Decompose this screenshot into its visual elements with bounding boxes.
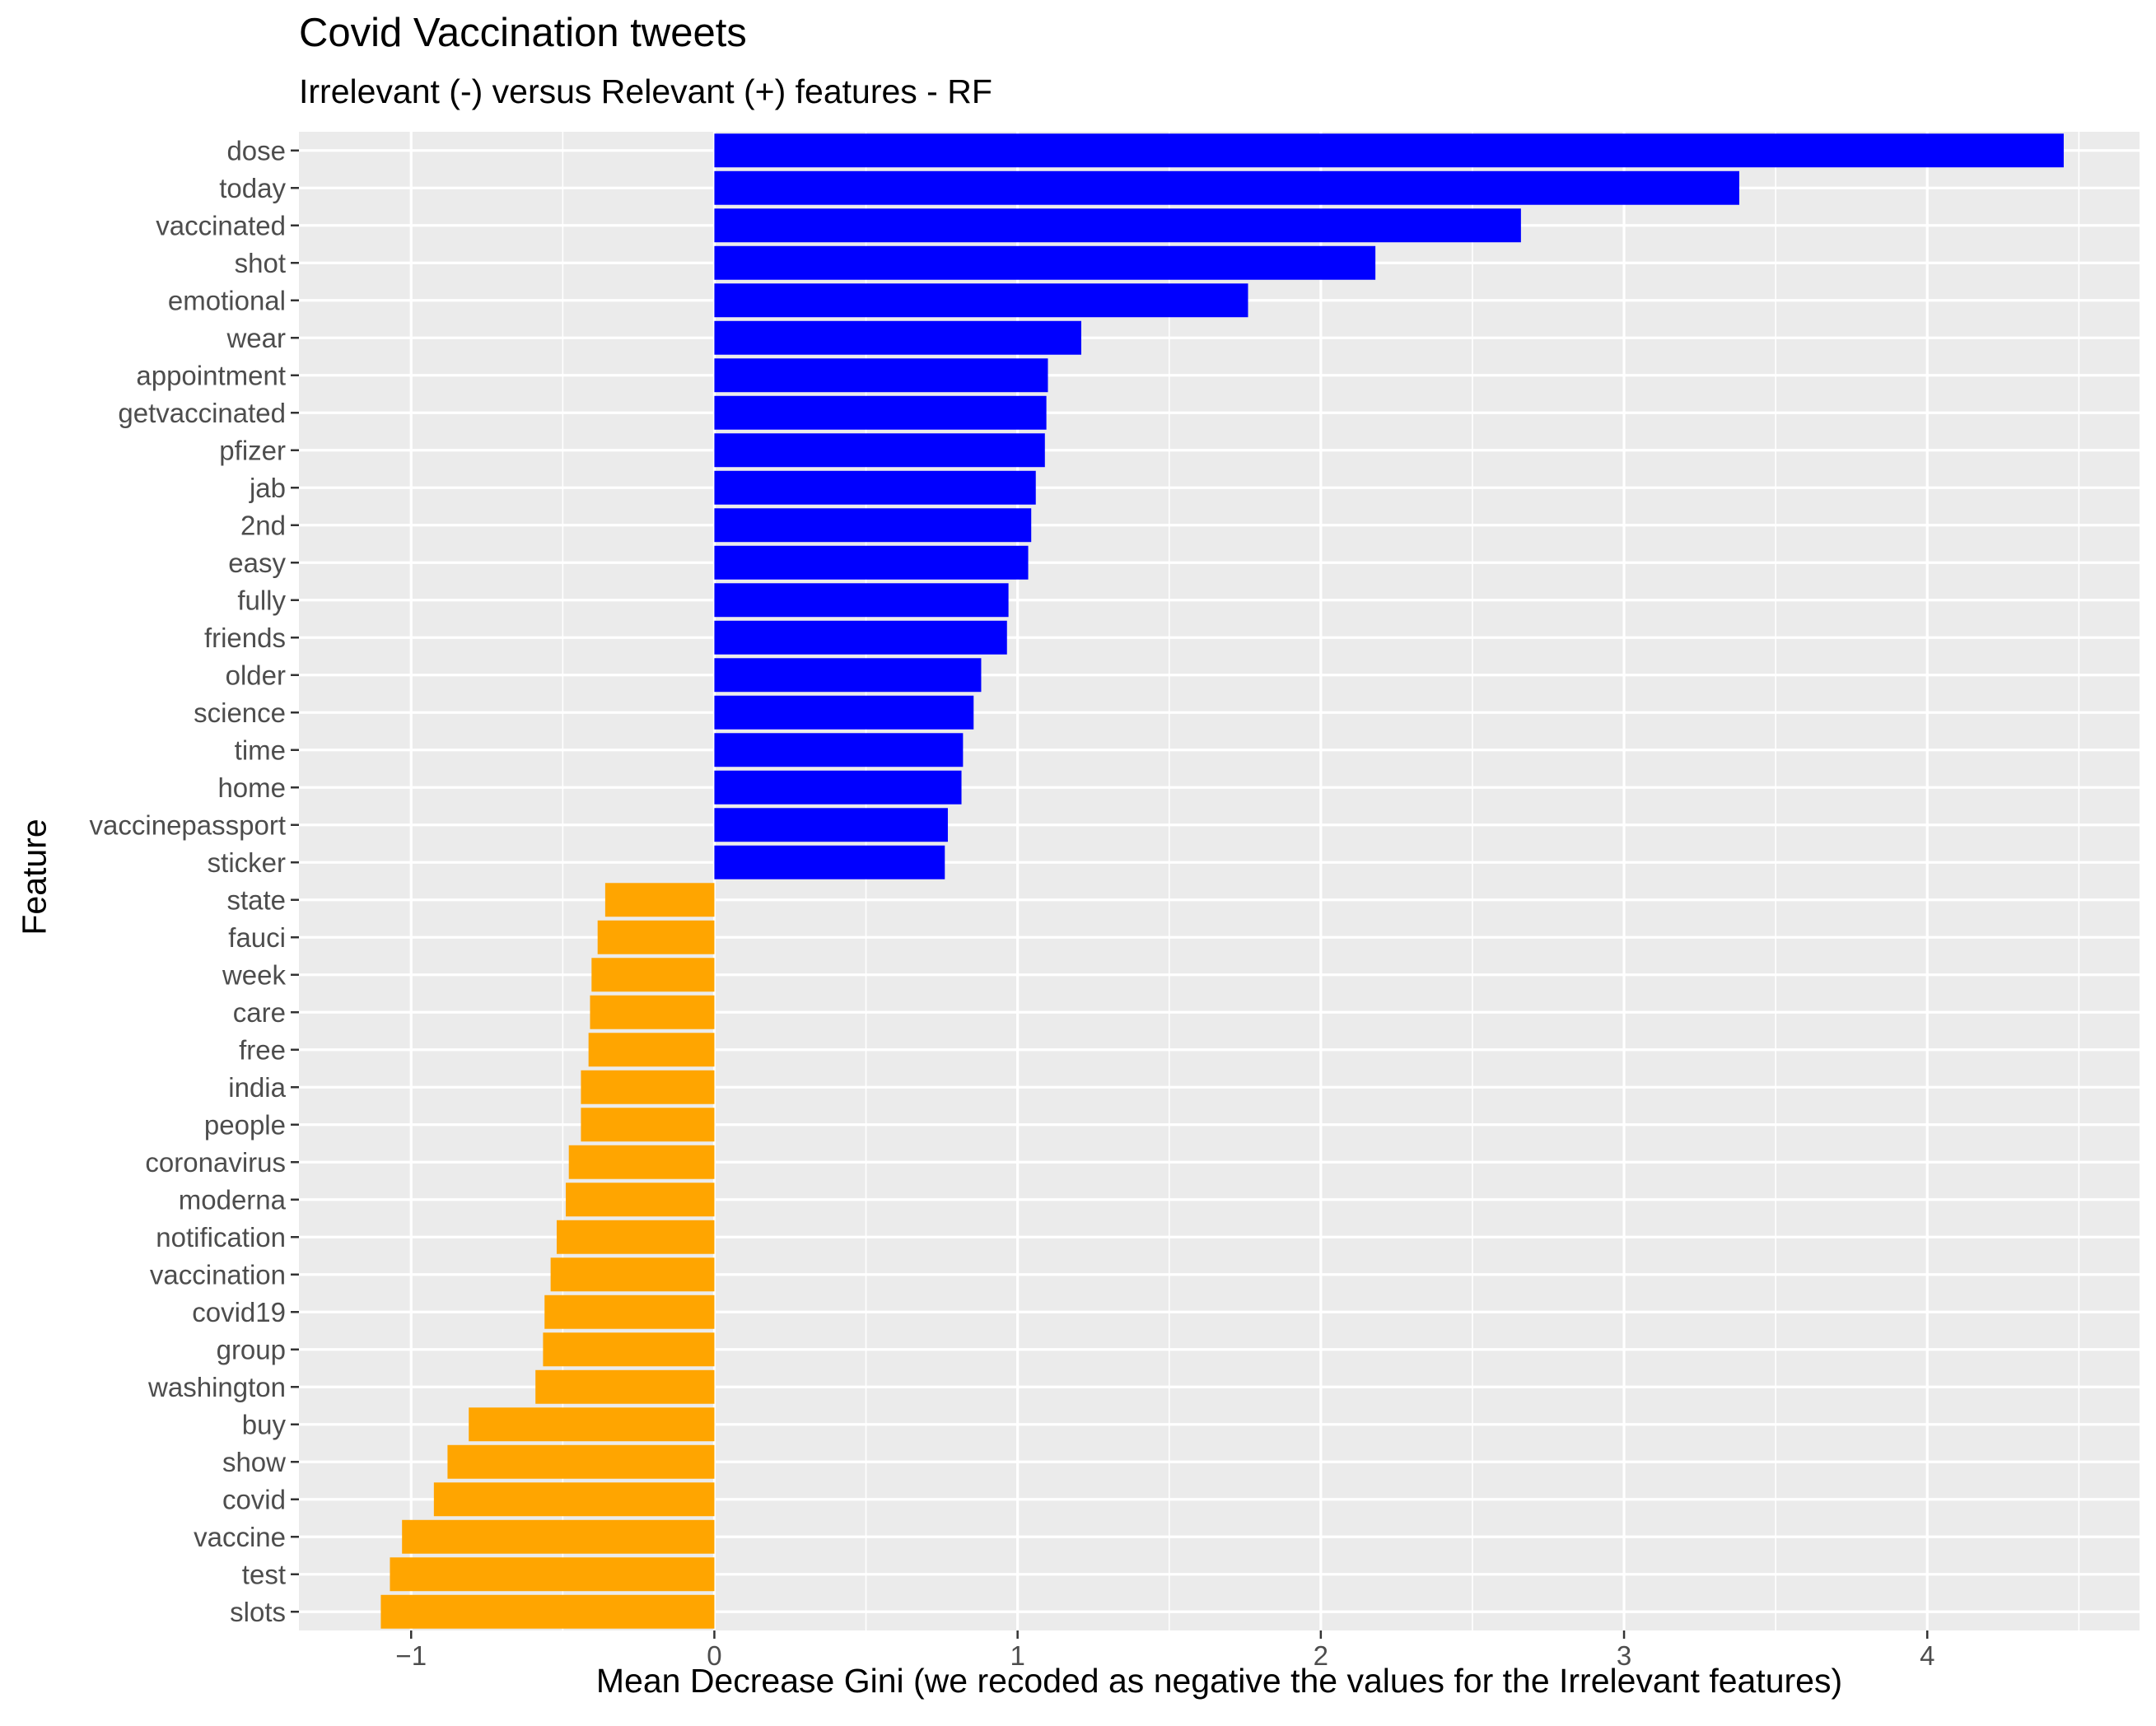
bar-covid <box>433 1482 715 1517</box>
y-tick-label: appointment <box>136 360 286 390</box>
bar-care <box>590 995 715 1029</box>
y-tick-label: shot <box>235 248 286 278</box>
bar-jab <box>714 470 1036 505</box>
bar-pfizer <box>714 433 1045 468</box>
bar-appointment <box>714 358 1048 393</box>
bar-fully <box>714 583 1009 618</box>
y-tick-label: test <box>242 1559 286 1589</box>
y-tick-label: slots <box>230 1597 286 1627</box>
bar-moderna <box>566 1183 715 1217</box>
y-tick-label: buy <box>242 1409 287 1439</box>
bar-wear <box>714 320 1081 355</box>
y-tick-label: pfizer <box>219 435 286 465</box>
bar-vaccinepassport <box>714 808 948 842</box>
bar-emotional <box>714 283 1248 318</box>
bar-science <box>714 695 974 730</box>
y-tick-label: state <box>226 884 286 915</box>
y-tick-label: wear <box>226 323 286 353</box>
bar-vaccine <box>402 1519 715 1554</box>
bar-week <box>591 958 715 992</box>
bar-sticker <box>714 845 945 879</box>
bar-time <box>714 733 964 767</box>
y-tick-label: 2nd <box>240 510 286 540</box>
y-tick-label: today <box>219 173 286 203</box>
y-tick-label: covid19 <box>192 1297 286 1327</box>
y-tick-label: show <box>222 1447 286 1477</box>
y-tick-label: emotional <box>168 285 286 315</box>
bar-covid19 <box>544 1294 715 1329</box>
x-tick-label: 2 <box>1314 1640 1328 1671</box>
bar-group <box>543 1332 715 1367</box>
y-tick-label: time <box>235 735 286 765</box>
bar-easy <box>714 545 1029 580</box>
bar-test <box>390 1557 715 1592</box>
y-tick-label: coronavirus <box>145 1147 286 1178</box>
bar-vaccination <box>550 1257 715 1292</box>
y-tick-label: dose <box>226 135 286 166</box>
bar-fauci <box>597 920 715 954</box>
bar-notification <box>556 1220 715 1254</box>
y-tick-label: getvaccinated <box>118 398 286 428</box>
bar-buy <box>469 1407 715 1442</box>
y-tick-label: vaccine <box>194 1522 286 1552</box>
y-tick-label: sticker <box>208 847 286 878</box>
y-tick-label: moderna <box>179 1184 287 1215</box>
bar-older <box>714 658 982 693</box>
x-tick-label: 0 <box>707 1640 721 1671</box>
y-tick-label: home <box>217 772 286 803</box>
bar-vaccinated <box>714 208 1521 243</box>
bar-slots <box>380 1594 715 1629</box>
bar-2nd <box>714 508 1032 543</box>
bar-free <box>588 1033 715 1067</box>
bar-friends <box>714 620 1007 655</box>
chart-subtitle: Irrelevant (-) versus Relevant (+) featu… <box>299 72 992 110</box>
y-tick-label: notification <box>156 1222 286 1253</box>
x-axis-label: Mean Decrease Gini (we recoded as negati… <box>595 1662 1843 1700</box>
y-tick-label: fauci <box>228 922 286 953</box>
y-tick-label: india <box>228 1072 286 1103</box>
y-tick-label: free <box>239 1034 286 1065</box>
bar-getvaccinated <box>714 395 1047 430</box>
y-tick-label: washington <box>147 1372 286 1402</box>
y-tick-label: easy <box>228 548 286 578</box>
x-tick-label: −1 <box>395 1640 427 1671</box>
y-tick-label: science <box>194 697 286 728</box>
bar-dose <box>714 133 2064 168</box>
y-tick-label: vaccination <box>150 1259 286 1290</box>
bar-washington <box>535 1369 715 1404</box>
bar-people <box>581 1108 715 1142</box>
y-tick-label: vaccinepassport <box>90 809 286 840</box>
y-tick-label: care <box>233 997 286 1028</box>
y-tick-label: covid <box>222 1484 286 1514</box>
x-tick-label: 1 <box>1010 1640 1024 1671</box>
y-axis-label: Feature <box>15 819 54 935</box>
y-tick-label: vaccinated <box>156 210 286 240</box>
y-tick-label: week <box>222 959 287 990</box>
chart-title: Covid Vaccination tweets <box>299 11 747 55</box>
bar-show <box>447 1444 715 1479</box>
bar-today <box>714 170 1739 205</box>
y-tick-label: jab <box>249 473 286 503</box>
bar-state <box>604 883 715 917</box>
x-tick-label: 3 <box>1617 1640 1631 1671</box>
y-tick-label: group <box>217 1334 286 1364</box>
bar-shot <box>714 245 1376 280</box>
y-tick-label: fully <box>237 585 286 615</box>
bar-home <box>714 770 962 805</box>
bar-india <box>581 1070 715 1104</box>
y-tick-label: people <box>204 1109 286 1140</box>
y-tick-label: friends <box>204 623 286 653</box>
y-tick-label: older <box>226 660 286 690</box>
plot-panel <box>299 132 2140 1630</box>
x-tick-label: 4 <box>1920 1640 1934 1671</box>
bar-coronavirus <box>568 1145 715 1179</box>
